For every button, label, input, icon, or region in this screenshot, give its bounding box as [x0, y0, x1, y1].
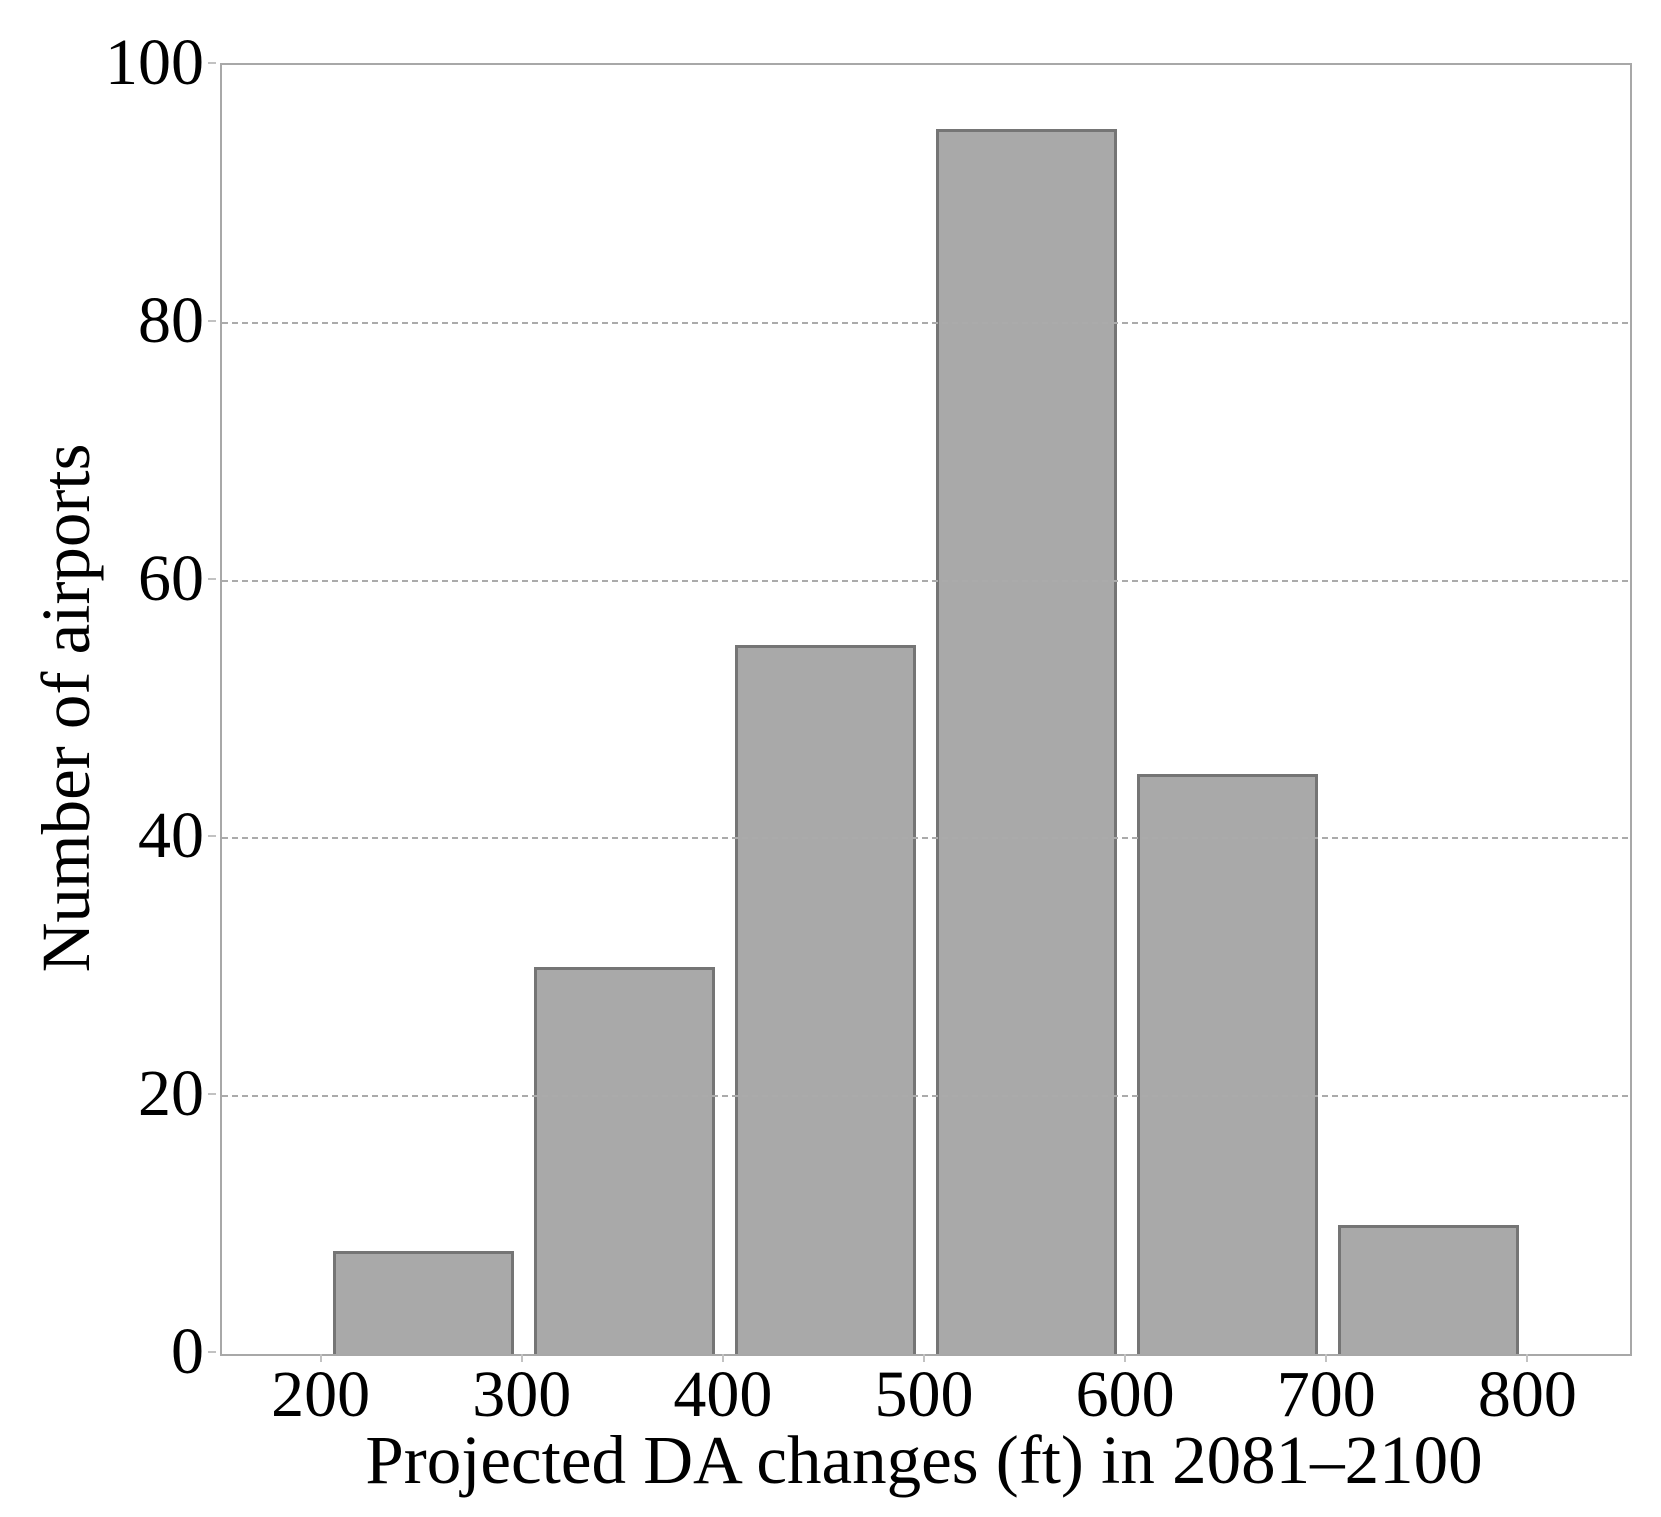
x-tick-label-600: 600: [1075, 1358, 1175, 1431]
histogram-bar-700-800: [1338, 1225, 1520, 1354]
x-tick-mark-700: [1325, 1354, 1328, 1362]
y-tick-label-20: 20: [138, 1057, 204, 1131]
x-tick-mark-300: [520, 1354, 523, 1362]
y-tick-label-60: 60: [138, 541, 204, 615]
histogram-bar-400-500: [734, 645, 916, 1354]
plot-area: [220, 63, 1632, 1356]
x-axis-label: Projected DA changes (ft) in 2081–2100: [365, 1422, 1483, 1498]
x-tick-mark-500: [923, 1354, 925, 1362]
x-tick-mark-800: [1526, 1354, 1529, 1362]
histogram-bar-600-700: [1137, 773, 1319, 1354]
histogram-bar-500-600: [936, 129, 1118, 1354]
y-tick-mark-40: [208, 835, 216, 838]
y-axis-label: Number of airports: [28, 443, 104, 973]
x-tick-mark-400: [721, 1354, 724, 1362]
y-gridline-60: [222, 579, 1630, 582]
x-tick-label-800: 800: [1477, 1358, 1577, 1431]
x-tick-mark-200: [319, 1354, 322, 1362]
x-tick-mark-600: [1124, 1354, 1127, 1362]
x-tick-label-200: 200: [271, 1358, 371, 1431]
y-tick-label-0: 0: [171, 1315, 204, 1388]
x-tick-label-700: 700: [1276, 1358, 1376, 1431]
y-tick-label-100: 100: [105, 26, 204, 99]
x-tick-label-400: 400: [673, 1358, 773, 1431]
y-gridline-20: [222, 1095, 1630, 1098]
histogram-bar-300-400: [533, 967, 715, 1354]
y-tick-mark-0: [208, 1351, 216, 1353]
y-gridline-80: [222, 321, 1630, 324]
y-tick-mark-60: [208, 577, 216, 580]
x-tick-label-300: 300: [472, 1358, 572, 1431]
y-tick-mark-20: [208, 1093, 216, 1096]
y-tick-label-40: 40: [138, 799, 204, 873]
y-tick-mark-80: [208, 319, 216, 322]
x-tick-label-500: 500: [874, 1358, 974, 1431]
histogram-bar-200-300: [332, 1250, 514, 1354]
y-tick-label-80: 80: [138, 283, 204, 357]
y-tick-mark-100: [208, 62, 216, 64]
y-gridline-40: [222, 837, 1630, 840]
